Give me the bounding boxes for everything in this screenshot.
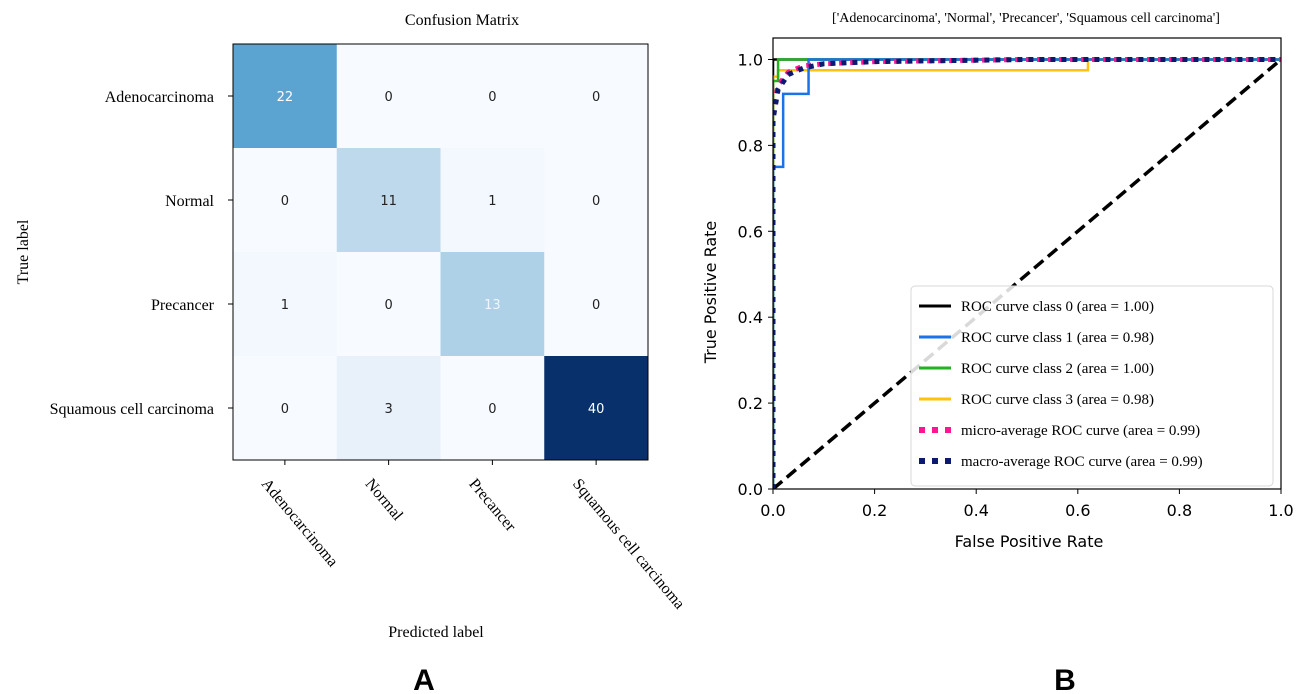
roc-y-tick-label: 0.2 (738, 394, 763, 413)
roc-frame (772, 37, 1282, 490)
roc-title: ['Adenocarcinoma', 'Normal', 'Precancer'… (832, 11, 1220, 26)
cm-row-label-normal: Normal (165, 193, 214, 210)
roc-series-group (773, 56, 1281, 489)
cm-cell-value: 40 (588, 402, 605, 417)
cm-cell-2-1 (336, 252, 441, 357)
roc-x-tick-label: 0.0 (760, 501, 785, 520)
cm-col-label-normal: Normal (362, 476, 407, 525)
legend-label: micro-average ROC curve (area = 0.99) (961, 423, 1200, 439)
cm-title: Confusion Matrix (405, 12, 519, 29)
legend-label: ROC curve class 3 (area = 0.98) (961, 392, 1154, 408)
cm-cell-value: 0 (281, 194, 289, 209)
cm-cells: 22 0 0 00 11 1 01 0 13 00 3 0 40 (233, 44, 649, 461)
cm-cell-value: 0 (592, 298, 600, 313)
cm-cell-value: 22 (277, 90, 294, 105)
roc-x-ticks: 0.0 0.2 0.4 0.6 0.8 1.0 (760, 489, 1294, 520)
roc-chance-diagonal (773, 58, 1281, 489)
roc-y-ticks: 0.0 0.2 0.4 0.6 0.8 1.0 (738, 50, 773, 499)
cm-row-label-precancer: Precancer (151, 297, 215, 314)
cm-cell-value: 0 (592, 194, 600, 209)
roc-panel: ['Adenocarcinoma', 'Normal', 'Precancer'… (701, 11, 1294, 694)
legend-label: macro-average ROC curve (area = 0.99) (961, 454, 1203, 470)
roc-x-tick-label: 0.2 (862, 501, 887, 520)
cm-cell-3-3 (544, 356, 649, 461)
roc-x-tick-label: 0.6 (1065, 501, 1090, 520)
panel-label-b: B (1054, 664, 1076, 694)
cm-cell-1-2 (440, 148, 545, 253)
roc-xlabel: False Positive Rate (955, 532, 1104, 551)
cm-row-label-adenocarcinoma: Adenocarcinoma (105, 89, 214, 106)
roc-x-tick-label: 1.0 (1268, 501, 1293, 520)
cm-cell-value: 0 (384, 90, 392, 105)
cm-cell-3-1 (336, 356, 441, 461)
cm-cell-1-1 (336, 148, 441, 253)
roc-legend: ROC curve class 0 (area = 1.00) ROC curve… (910, 285, 1274, 487)
roc-y-tick-label: 0.4 (738, 308, 763, 327)
cm-cell-2-3 (544, 252, 649, 357)
cm-cell-2-2 (440, 252, 545, 357)
cm-frame (232, 43, 649, 461)
roc-y-tick-label: 0.6 (738, 222, 763, 241)
cm-cell-value: 11 (380, 194, 397, 209)
legend-box (910, 285, 1274, 487)
confusion-matrix-panel: Confusion Matrix 22 0 0 00 11 1 01 0 13 00 3 0 40 Ad… (15, 12, 688, 694)
roc-series-macro-average-roc-curve-area-0-99 (773, 56, 1281, 489)
legend-label: ROC curve class 2 (area = 1.00) (961, 361, 1154, 377)
panel-label-a: A (413, 664, 435, 694)
roc-ylabel: True Positive Rate (701, 221, 720, 365)
cm-cell-3-0 (233, 356, 338, 461)
cm-cell-1-0 (233, 148, 338, 253)
cm-cell-1-3 (544, 148, 649, 253)
roc-y-tick-label: 1.0 (738, 50, 763, 69)
cm-xlabel: Predicted label (388, 624, 484, 641)
cm-cell-0-3 (544, 44, 649, 149)
roc-y-tick-label: 0.8 (738, 136, 763, 155)
legend-label: ROC curve class 0 (area = 1.00) (961, 299, 1154, 315)
cm-col-labels: Adenocarcinoma Normal Precancer Squamous ce… (258, 460, 688, 613)
cm-cell-0-0 (233, 44, 338, 149)
cm-cell-value: 0 (384, 298, 392, 313)
roc-y-tick-label: 0.0 (738, 480, 763, 499)
cm-row-label-squamous-cell-carcinoma: Squamous cell carcinoma (50, 401, 214, 418)
cm-row-labels: Adenocarcinoma Normal Precancer Squamous ce… (50, 89, 233, 418)
roc-x-tick-label: 0.4 (963, 501, 988, 520)
legend-label: ROC curve class 1 (area = 0.98) (961, 330, 1154, 346)
cm-cell-0-2 (440, 44, 545, 149)
cm-cell-3-2 (440, 356, 545, 461)
cm-cell-value: 1 (488, 194, 496, 209)
cm-cell-value: 13 (484, 298, 501, 313)
cm-col-label-adenocarcinoma: Adenocarcinoma (258, 476, 341, 571)
cm-cell-value: 0 (488, 402, 496, 417)
cm-cell-value: 3 (384, 402, 392, 417)
cm-cell-value: 0 (592, 90, 600, 105)
cm-ylabel: True label (15, 219, 32, 284)
cm-cell-value: 1 (281, 298, 289, 313)
cm-cell-value: 0 (488, 90, 496, 105)
cm-col-label-squamous-cell-carcinoma: Squamous cell carcinoma (569, 476, 688, 613)
cm-cell-2-0 (233, 252, 338, 357)
roc-x-tick-label: 0.8 (1167, 501, 1192, 520)
roc-series-roc-curve-class-1-area-0-98 (773, 58, 1281, 489)
cm-cell-0-1 (336, 44, 441, 149)
cm-col-label-precancer: Precancer (465, 476, 519, 536)
cm-cell-value: 0 (281, 402, 289, 417)
